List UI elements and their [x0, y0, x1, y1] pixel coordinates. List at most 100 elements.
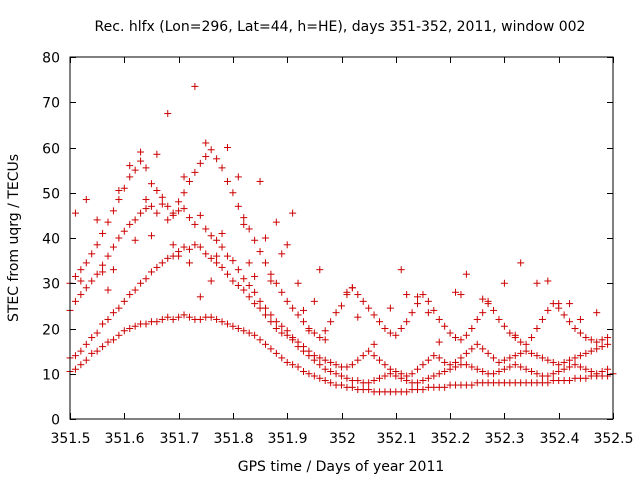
data-point-marker — [582, 349, 590, 357]
data-point-marker — [533, 325, 541, 332]
data-point-marker — [348, 383, 356, 391]
data-point-marker — [267, 345, 275, 353]
data-point-marker — [419, 361, 427, 369]
data-point-marker — [77, 347, 85, 355]
data-point-marker — [126, 162, 134, 170]
data-point-marker — [457, 354, 465, 362]
data-point-marker — [549, 358, 557, 366]
data-point-marker — [462, 270, 470, 278]
data-point-marker — [359, 297, 367, 305]
data-point-marker — [365, 386, 373, 394]
data-point-marker — [88, 277, 96, 285]
data-point-marker — [77, 291, 85, 299]
data-point-marker — [441, 358, 449, 366]
data-point-marker — [582, 365, 590, 373]
data-point-marker — [321, 365, 329, 373]
data-point-marker — [343, 374, 351, 382]
data-point-marker — [517, 259, 525, 267]
data-point-marker — [316, 361, 324, 369]
data-point-marker — [158, 259, 166, 267]
data-point-marker — [131, 286, 139, 294]
data-point-marker — [82, 259, 90, 267]
data-point-marker — [175, 207, 183, 215]
data-point-marker — [544, 306, 552, 314]
data-point-marker — [104, 218, 112, 226]
data-point-marker — [147, 232, 155, 240]
data-point-marker — [593, 338, 601, 346]
data-point-marker — [137, 279, 145, 287]
data-point-marker — [414, 379, 422, 387]
data-point-marker — [555, 367, 563, 375]
data-point-marker — [99, 343, 107, 351]
data-point-marker — [153, 209, 161, 217]
data-point-marker — [71, 272, 79, 280]
data-point-marker — [403, 372, 411, 380]
data-point-marker — [511, 361, 519, 369]
data-point-marker — [327, 367, 335, 375]
data-point-marker — [196, 243, 204, 251]
data-point-marker — [99, 229, 107, 237]
data-point-marker — [305, 347, 313, 355]
data-point-marker — [316, 266, 324, 274]
data-point-marker — [207, 277, 215, 285]
data-point-marker — [213, 236, 221, 244]
data-point-marker — [164, 202, 172, 210]
data-point-marker — [82, 356, 90, 364]
y-tick-label: 0 — [51, 413, 60, 429]
data-point-marker — [223, 320, 231, 328]
data-point-marker — [115, 234, 123, 242]
data-point-marker — [223, 270, 231, 278]
data-point-marker — [289, 209, 297, 217]
data-point-marker — [218, 263, 226, 271]
data-point-marker — [175, 313, 183, 321]
data-point-marker — [354, 291, 362, 299]
data-point-marker — [104, 338, 112, 346]
x-tick-label: 352.2 — [430, 431, 470, 447]
data-point-marker — [153, 150, 161, 158]
data-point-marker — [571, 361, 579, 369]
data-point-marker — [191, 82, 199, 90]
data-point-marker — [566, 318, 574, 326]
data-point-marker — [251, 272, 259, 280]
data-point-marker — [479, 309, 487, 317]
data-point-marker — [267, 277, 275, 285]
data-point-marker — [593, 309, 601, 317]
x-axis-tick-labels: 351.5 351.6 351.7 351.8 351.9 352 352.1 352.2 35… — [50, 431, 633, 447]
data-point-marker — [158, 193, 166, 201]
data-point-marker — [207, 232, 215, 240]
x-tick-label: 351.5 — [50, 431, 90, 447]
data-point-marker — [414, 365, 422, 373]
x-tick-label: 351.9 — [267, 431, 307, 447]
data-point-marker — [452, 288, 460, 296]
data-point-marker — [468, 345, 476, 353]
data-point-marker — [289, 304, 297, 312]
data-point-marker — [555, 361, 563, 369]
data-point-marker — [468, 325, 476, 332]
data-point-marker — [218, 318, 226, 326]
data-point-marker — [403, 318, 411, 326]
data-point-marker — [424, 297, 432, 305]
data-point-marker — [115, 304, 123, 312]
data-point-marker — [185, 245, 193, 253]
data-point-marker — [223, 177, 231, 185]
data-point-marker — [77, 266, 85, 274]
data-point-marker — [299, 367, 307, 375]
data-point-marker — [381, 325, 389, 332]
data-point-marker — [272, 218, 280, 226]
data-point-marker — [175, 198, 183, 206]
data-point-marker — [142, 205, 150, 213]
data-point-marker — [452, 358, 460, 366]
data-point-marker — [511, 331, 519, 339]
data-point-marker — [234, 282, 242, 290]
data-point-marker — [386, 329, 394, 337]
data-point-marker — [82, 284, 90, 292]
data-point-marker — [196, 315, 204, 323]
data-point-marker — [517, 363, 525, 371]
data-point-marker — [71, 297, 79, 305]
y-tick-label: 20 — [42, 323, 60, 339]
data-point-marker — [120, 227, 128, 235]
data-point-marker — [310, 297, 318, 305]
data-point-marker — [202, 153, 210, 161]
data-point-marker — [169, 241, 177, 249]
data-point-marker — [571, 354, 579, 362]
